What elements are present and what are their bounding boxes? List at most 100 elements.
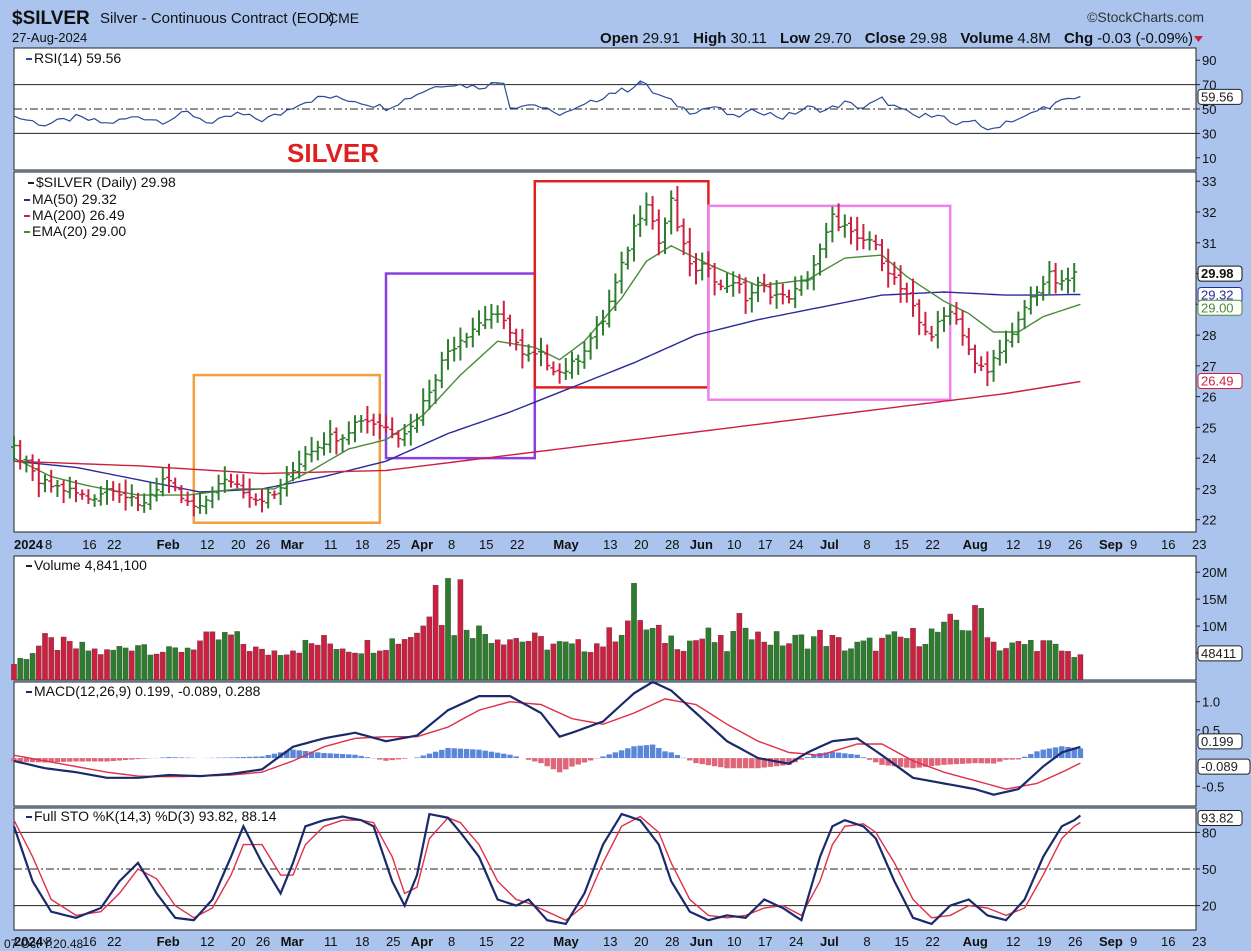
macd-histogram-bar [439, 749, 445, 759]
x-tick-label: Jun [690, 537, 713, 552]
macd-histogram-bar [625, 748, 631, 759]
macd-histogram-bar [513, 756, 519, 759]
macd-line [13, 680, 1081, 796]
x-tick-label: Mar [281, 537, 304, 552]
x-tick-label: 24 [789, 537, 803, 552]
x-tick-label: 2024 [14, 537, 44, 552]
low-value: 29.70 [814, 30, 852, 47]
volume-bar [191, 649, 197, 681]
volume-bar [829, 635, 836, 681]
volume-bar [178, 651, 185, 681]
volume-bar [848, 648, 854, 681]
x-tick-label: May [553, 537, 579, 552]
volume-bar [222, 632, 228, 681]
macd-histogram-bar [364, 757, 371, 759]
macd-histogram-bar [401, 758, 408, 759]
volume-bar [166, 646, 172, 681]
macd-histogram-bar [978, 758, 984, 764]
macd-histogram-bar [476, 749, 482, 759]
down-triangle-icon [1194, 36, 1203, 42]
volume-bar [1052, 643, 1059, 681]
volume-bar [1028, 640, 1034, 681]
price-tick-label: 32 [1202, 205, 1216, 220]
instrument-name: Silver - Continuous Contract (EOD) [100, 10, 334, 27]
x-tick-label: 8 [863, 934, 870, 949]
macd-histogram-bar [835, 752, 842, 759]
macd-histogram-bar [848, 754, 854, 759]
x-tick-label: 15 [894, 934, 908, 949]
volume-bar [184, 647, 191, 681]
x-tick-label: 13 [603, 934, 617, 949]
macd-histogram-bar [253, 756, 259, 759]
macd-histogram-bar [829, 751, 836, 759]
volume-bar [432, 585, 439, 681]
volume-bar [922, 644, 929, 681]
rsi-last-value-badge [1197, 88, 1243, 105]
volume-bar [668, 635, 674, 681]
volume-bar [724, 651, 730, 681]
macd-plot-area [13, 681, 1197, 807]
x-tick-label: 10 [727, 537, 741, 552]
macd-histogram-bar [457, 748, 464, 759]
macd-histogram-bar [445, 747, 451, 759]
volume-bar [451, 635, 457, 681]
macd-histogram-bar [1021, 756, 1028, 759]
macd-histogram-bar [873, 758, 879, 763]
volume-bar [426, 616, 433, 681]
macd-histogram-bar [990, 758, 997, 764]
volume-bar [445, 578, 451, 681]
volume-bar [718, 635, 724, 681]
macd-histogram-bar [414, 757, 420, 759]
x-tick-label: May [553, 934, 579, 949]
volume-bar [947, 613, 953, 681]
x-tick-label: Aug [963, 934, 988, 949]
volume-bar [79, 641, 85, 681]
volume-bar [110, 649, 116, 681]
volume-bar [513, 638, 519, 681]
volume-bar [172, 647, 178, 681]
macd-histogram-bar [730, 758, 736, 769]
volume-bar [98, 654, 104, 681]
x-tick-label: 26 [256, 537, 270, 552]
macd-histogram-bar [1071, 747, 1077, 759]
x-tick-label: 25 [386, 934, 400, 949]
macd-histogram-bar [569, 758, 575, 767]
volume-bar [736, 613, 743, 681]
volume-bar [860, 640, 867, 681]
volume-bar [389, 638, 395, 681]
volume-last-value-badge [1197, 645, 1243, 662]
x-tick-label: 22 [107, 934, 121, 949]
volume-bar [742, 627, 749, 681]
macd-histogram-bar [395, 758, 402, 760]
volume-bar [277, 655, 284, 681]
x-tick-label: 15 [479, 934, 493, 949]
volume-bar [693, 640, 699, 681]
macd-histogram-bar [308, 751, 315, 759]
volume-bar [767, 644, 774, 681]
symbol-title: $SILVER [12, 8, 90, 29]
x-tick-label: 16 [1161, 537, 1175, 552]
macd-histogram-bar [966, 758, 972, 764]
sto-panel: 80 50 20 93.82 Full STO %K(14,3) %D(3) 93.82… [12, 807, 1243, 931]
volume-bar [1040, 640, 1046, 681]
volume-bar [1046, 640, 1053, 681]
volume-bar [879, 637, 885, 681]
exchange-label: CME [328, 10, 359, 26]
x-tick-label: Apr [411, 934, 433, 949]
volume-bar [17, 658, 23, 681]
volume-bar [674, 649, 681, 681]
open-value: 29.91 [642, 30, 680, 47]
volume-label: Volume [960, 30, 1013, 47]
volume-bar [85, 650, 92, 681]
close-label: Close [865, 30, 906, 47]
macd-histogram-bar [507, 754, 513, 759]
volume-bar [631, 583, 637, 681]
volume-bar [978, 608, 984, 681]
volume-bar [23, 659, 30, 681]
volume-bar [463, 629, 470, 681]
open-label: Open [600, 30, 638, 47]
macd-histogram-bar [116, 758, 123, 761]
volume-bar [761, 641, 767, 681]
macd-histogram-bar [935, 758, 941, 766]
